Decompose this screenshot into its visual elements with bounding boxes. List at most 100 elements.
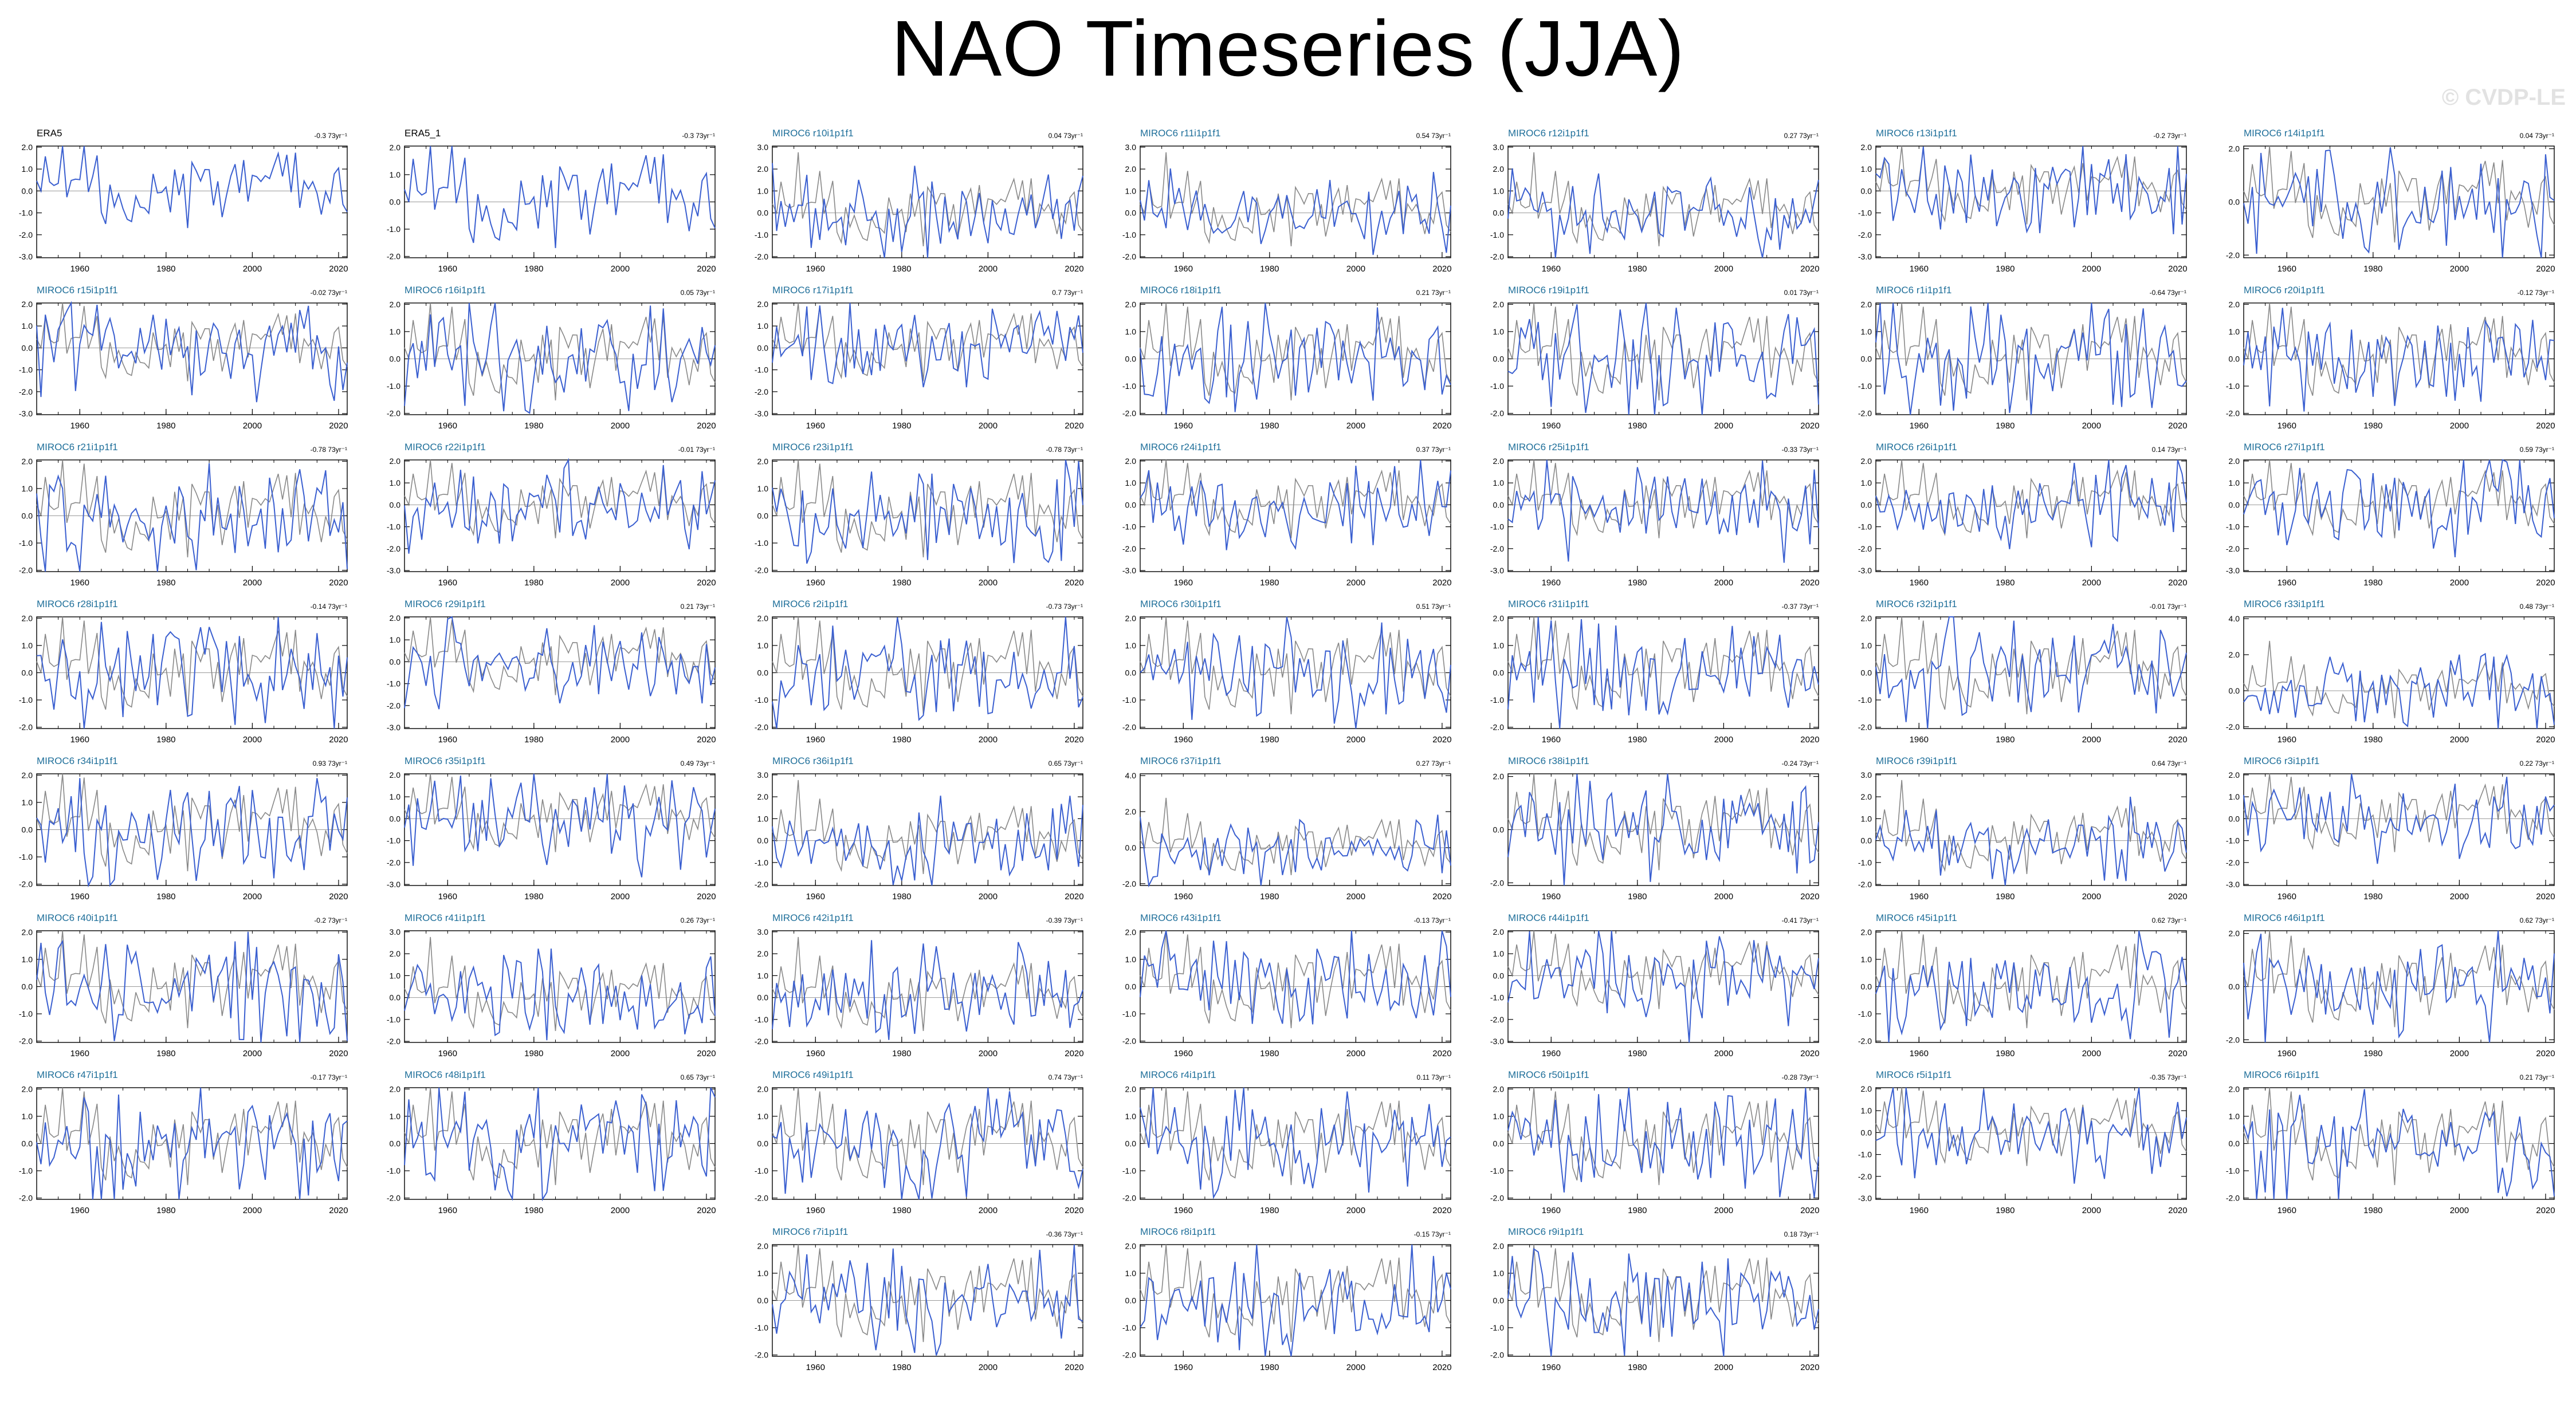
y-tick-label: 2.0	[22, 300, 33, 309]
panel-trend: 0.49 73yr⁻¹	[681, 759, 715, 768]
panel-label: MIROC6 r28i1p1f1	[37, 599, 118, 609]
observed-series-line	[1507, 930, 1819, 1009]
x-tick-label: 2000	[1714, 1363, 1733, 1372]
y-tick-label: 0.0	[2229, 500, 2240, 509]
x-tick-label: 2000	[1346, 264, 1365, 274]
y-tick-label: 1.0	[757, 641, 769, 650]
y-tick-label: 3.0	[757, 770, 769, 780]
x-tick-label: 2000	[2450, 578, 2469, 588]
x-tick-label: 1980	[2363, 1049, 2382, 1058]
observed-series-line	[2243, 1087, 2555, 1186]
x-tick-label: 1980	[156, 735, 175, 745]
observed-series-line	[404, 302, 716, 401]
y-tick-label: 1.0	[22, 641, 33, 650]
y-tick-label: -1.0	[755, 1015, 768, 1024]
member-series-line	[404, 773, 716, 877]
panel-2: 3.0 2.0 1.0 0.0 -1.0 -2.0 1960 1980 2000 2020 MIRO…	[755, 128, 1084, 274]
member-series-line	[772, 302, 1083, 388]
y-tick-label: -2.0	[1490, 1194, 1504, 1203]
x-tick-label: 1960	[806, 735, 825, 745]
x-tick-label: 2000	[1346, 421, 1365, 431]
x-tick-label: 2000	[2082, 892, 2101, 902]
x-tick-label: 2000	[2082, 1049, 2101, 1058]
x-tick-label: 1960	[806, 421, 825, 431]
panel-38: 2.0 1.0 0.0 -1.0 -2.0 1960 1980 2000 2020 MIROC6 …	[1122, 912, 1452, 1058]
y-tick-label: 3.0	[757, 927, 769, 936]
panel-label: MIROC6 r34i1p1f1	[37, 755, 118, 766]
y-tick-label: 0.0	[1493, 1296, 1505, 1305]
x-tick-label: 1980	[1996, 1049, 2015, 1058]
panel-label: MIROC6 r43i1p1f1	[1140, 912, 1222, 923]
panel-trend: -0.36 73yr⁻¹	[1046, 1230, 1083, 1238]
observed-series-line	[1507, 773, 1819, 871]
observed-series-line	[1875, 780, 2187, 875]
x-tick-label: 2000	[1714, 1206, 1733, 1215]
x-tick-label: 1980	[524, 892, 543, 902]
x-tick-label: 1960	[2277, 578, 2296, 588]
panel-label: MIROC6 r48i1p1f1	[405, 1069, 486, 1080]
x-tick-label: 1980	[1996, 264, 2015, 274]
y-tick-label: -2.0	[2226, 1194, 2240, 1203]
x-tick-label: 2000	[979, 1049, 998, 1058]
panel-label: MIROC6 r13i1p1f1	[1876, 128, 1957, 139]
x-tick-label: 1960	[2277, 735, 2296, 745]
panel-trend: 0.22 73yr⁻¹	[2520, 759, 2554, 768]
y-tick-label: 0.0	[757, 208, 769, 218]
y-tick-label: 1.0	[757, 1112, 769, 1121]
x-tick-label: 2020	[697, 1049, 716, 1058]
y-tick-label: 0.0	[2229, 982, 2240, 991]
y-tick-label: 1.0	[390, 327, 401, 336]
y-tick-label: 0.0	[757, 836, 769, 845]
panel-trend: -0.17 73yr⁻¹	[311, 1073, 347, 1081]
x-tick-label: 1980	[156, 578, 175, 588]
x-tick-label: 1960	[1910, 1049, 1929, 1058]
panel-49: 2.0 1.0 0.0 -1.0 -2.0 1960 1980 2000 2020 MIROC6 …	[755, 1226, 1084, 1372]
y-tick-label: 0.0	[22, 186, 33, 195]
y-tick-label: -1.0	[387, 1015, 400, 1024]
y-tick-label: 0.0	[2229, 686, 2240, 695]
panel-30: 3.0 2.0 1.0 0.0 -1.0 -2.0 1960 1980 2000 2020 MIRO…	[755, 755, 1084, 902]
y-tick-label: 2.0	[22, 456, 33, 466]
y-tick-label: -1.0	[387, 679, 400, 688]
y-tick-label: 0.0	[390, 814, 401, 823]
x-tick-label: 1960	[1542, 1206, 1561, 1215]
y-tick-label: -2.0	[387, 252, 400, 261]
x-tick-label: 1960	[2277, 892, 2296, 902]
x-tick-label: 2020	[1065, 1049, 1083, 1058]
x-tick-label: 2000	[1714, 421, 1733, 431]
y-tick-label: -2.0	[1490, 878, 1504, 887]
y-tick-label: 3.0	[1125, 143, 1137, 152]
y-tick-label: 4.0	[2229, 614, 2240, 623]
panel-45: 2.0 1.0 0.0 -1.0 -2.0 1960 1980 2000 2020 MIROC6 …	[1122, 1069, 1452, 1215]
y-tick-label: -1.0	[19, 365, 33, 375]
panel-frame	[2243, 773, 2555, 886]
y-tick-label: 0.0	[1125, 1139, 1137, 1148]
x-tick-label: 2020	[1800, 735, 1819, 745]
y-tick-label: 0.0	[1125, 1296, 1137, 1305]
x-tick-label: 1980	[524, 264, 543, 274]
y-tick-label: -2.0	[1858, 230, 1872, 239]
panel-trend: -0.33 73yr⁻¹	[1782, 446, 1819, 454]
x-tick-label: 1980	[1996, 421, 2015, 431]
y-tick-label: 1.0	[757, 1269, 769, 1278]
y-tick-label: 1.0	[1125, 641, 1137, 650]
x-tick-label: 2020	[1432, 264, 1451, 274]
panel-frame	[1140, 145, 1451, 258]
x-tick-label: 1980	[1628, 1206, 1647, 1215]
panel-label: MIROC6 r30i1p1f1	[1140, 599, 1222, 609]
panel-33: 3.0 2.0 1.0 0.0 -1.0 -2.0 1960 1980 2000 2020 MIRO…	[1858, 755, 2188, 902]
y-tick-label: 0.0	[1125, 982, 1137, 991]
y-tick-label: 2.0	[1861, 300, 1872, 309]
y-tick-label: -3.0	[1122, 566, 1136, 575]
y-tick-label: -1.0	[1122, 1323, 1136, 1332]
y-tick-label: 1.0	[390, 635, 401, 644]
member-series-line	[36, 463, 348, 572]
x-tick-label: 1960	[1542, 892, 1561, 902]
panel-trend: 0.04 73yr⁻¹	[2520, 132, 2554, 140]
x-tick-label: 2000	[611, 892, 630, 902]
observed-series-line	[1875, 302, 2187, 401]
member-series-line	[1507, 459, 1819, 563]
x-tick-label: 2000	[2450, 421, 2469, 431]
x-tick-label: 2020	[2168, 1206, 2187, 1215]
panel-trend: -0.39 73yr⁻¹	[1046, 916, 1083, 924]
